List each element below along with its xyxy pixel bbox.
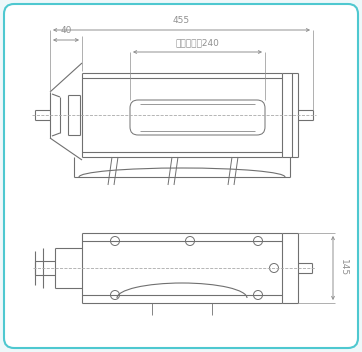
Text: 40: 40 — [60, 26, 72, 35]
Text: ストローク240: ストローク240 — [176, 38, 219, 47]
Text: 145: 145 — [339, 259, 348, 277]
Text: 455: 455 — [173, 16, 190, 25]
FancyBboxPatch shape — [4, 4, 358, 348]
